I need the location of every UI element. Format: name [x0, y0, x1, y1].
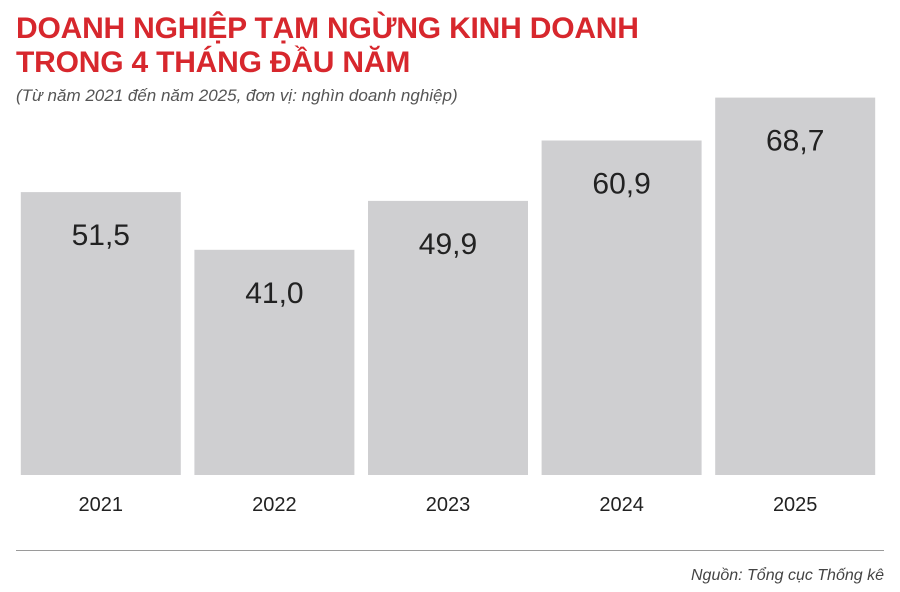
- value-label-2022: 41,0: [245, 277, 303, 310]
- x-tick-label-2025: 2025: [773, 494, 818, 516]
- x-tick-label-2021: 2021: [79, 494, 124, 516]
- x-tick-label-2023: 2023: [426, 494, 471, 516]
- bar-2023: [368, 200, 528, 475]
- bar-2024: [541, 140, 702, 475]
- value-label-2024: 60,9: [592, 168, 650, 201]
- x-tick-label-2022: 2022: [252, 494, 297, 516]
- chart-subtitle: (Từ năm 2021 đến năm 2025, đơn vị: nghìn…: [16, 86, 458, 105]
- footer-divider: [16, 550, 884, 551]
- chart-title: DOANH NGHIỆP TẠM NGỪNG KINH DOANH TRONG …: [16, 12, 639, 80]
- chart-title-line-2: TRONG 4 THÁNG ĐẦU NĂM: [16, 46, 411, 79]
- bar-2022: [194, 249, 355, 475]
- chart-title-line-1: DOANH NGHIỆP TẠM NGỪNG KINH DOANH: [16, 12, 639, 45]
- bar-2021: [20, 192, 181, 475]
- x-tick-label-2024: 2024: [599, 494, 644, 516]
- bar-2025: [715, 97, 876, 475]
- value-label-2021: 51,5: [72, 219, 130, 252]
- source-note: Nguồn: Tổng cục Thống kê: [690, 567, 884, 584]
- value-label-2025: 68,7: [766, 125, 824, 158]
- value-label-2023: 49,9: [419, 228, 477, 261]
